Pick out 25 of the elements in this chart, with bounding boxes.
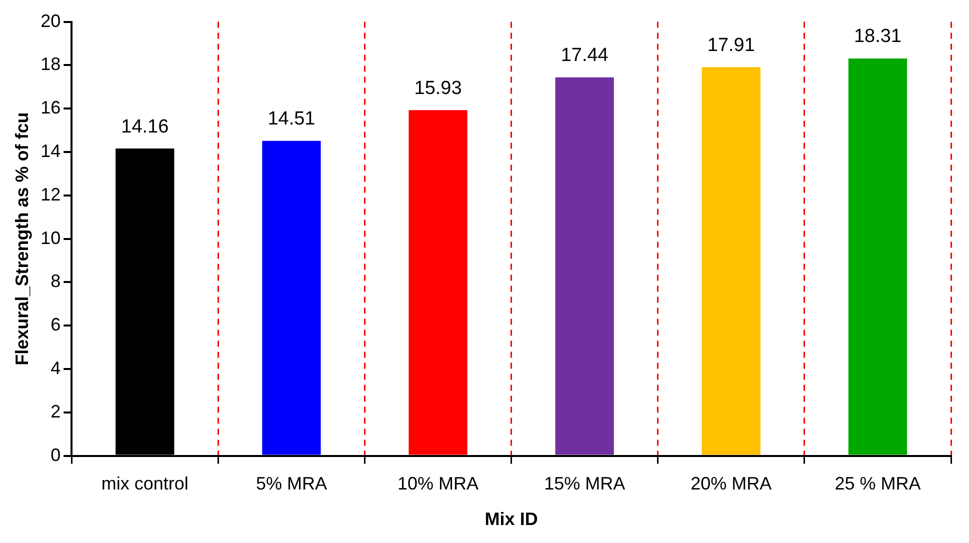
- x-tick-label: 10% MRA: [398, 474, 479, 494]
- y-tick-label: 6: [50, 314, 61, 335]
- x-tick-label: 15% MRA: [544, 474, 626, 494]
- x-tick-label: 25 % MRA: [834, 474, 921, 494]
- y-tick-label: 10: [40, 228, 61, 248]
- y-tick-label: 20: [40, 10, 61, 31]
- data-label: 17.91: [707, 34, 755, 56]
- y-tick-label: 0: [50, 444, 61, 465]
- y-tick-label: 2: [50, 401, 61, 422]
- y-tick-label: 4: [50, 358, 61, 378]
- x-tick-label: mix control: [101, 474, 188, 494]
- data-label: 18.31: [854, 26, 902, 48]
- data-label: 17.44: [560, 45, 609, 66]
- y-tick-label: 8: [50, 271, 61, 292]
- y-tick-label: 16: [40, 98, 61, 118]
- x-tick-label: 20% MRA: [690, 474, 772, 494]
- y-tick-label: 14: [40, 140, 61, 161]
- y-axis-title: Flexural_Strength as % of fcu: [12, 112, 32, 366]
- y-tick-label: 12: [40, 184, 61, 204]
- x-axis-title: Mix ID: [484, 509, 538, 530]
- y-tick-label: 18: [40, 54, 61, 74]
- data-label: 15.93: [414, 78, 462, 99]
- x-tick-label: 5% MRA: [256, 474, 327, 494]
- data-label: 14.51: [268, 108, 316, 130]
- data-label: 14.16: [121, 116, 169, 138]
